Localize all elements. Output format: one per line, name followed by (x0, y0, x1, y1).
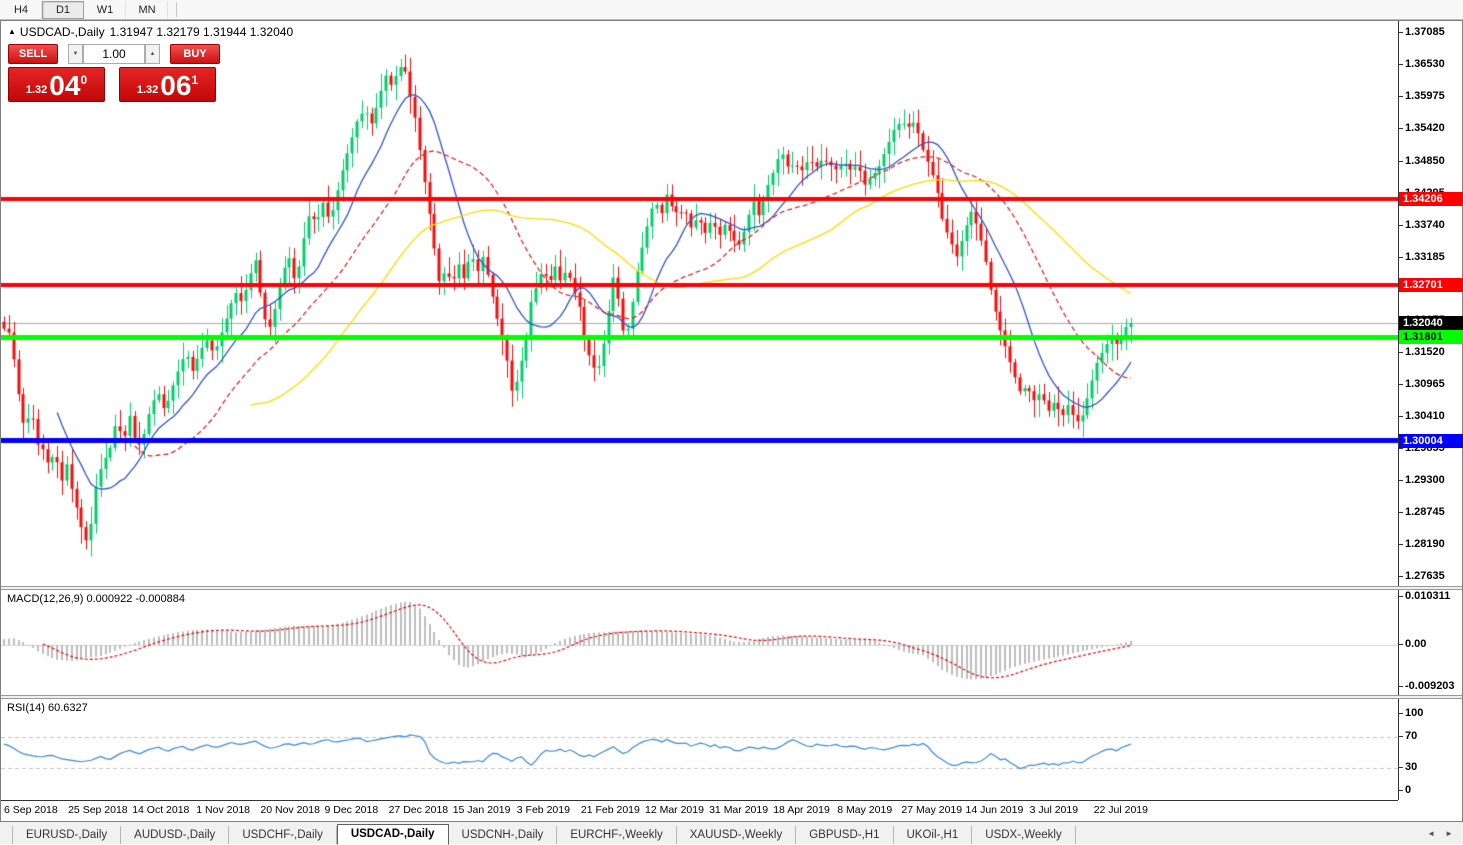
tab-usdx-weekly[interactable]: USDX-,Weekly (972, 826, 1076, 844)
chart-window: ▲ USDCAD-,Daily 1.31947 1.32179 1.31944 1.… (0, 20, 1463, 822)
price-tick-label: 1.28190 (1399, 538, 1445, 551)
tabs-scroll-right-icon[interactable]: ► (1445, 828, 1453, 838)
price-tick-label: 1.31520 (1399, 346, 1445, 359)
chart-tab-bar: EURUSD-,Daily AUDUSD-,Daily USDCHF-,Daily U… (0, 821, 1463, 845)
price-tick-label: 1.33740 (1399, 218, 1445, 231)
timeframe-button-h4[interactable]: H4 (0, 0, 42, 19)
price-tick-label: 1.36530 (1399, 57, 1445, 70)
macd-indicator-canvas[interactable] (1, 590, 1399, 695)
time-axis-label: 27 Dec 2018 (388, 804, 449, 816)
time-axis-label: 8 May 2019 (837, 804, 893, 816)
volume-decrease-button[interactable]: ▼ (68, 44, 83, 64)
price-level-tag: 1.32701 (1399, 278, 1463, 293)
price-tick-label: 1.35420 (1399, 121, 1445, 134)
tab-usdcad-daily[interactable]: USDCAD-,Daily (336, 824, 449, 845)
tabs-scroll-left-icon[interactable]: ◄ (1427, 828, 1436, 838)
time-axis: 6 Sep 2018 25 Sep 2018 14 Oct 2018 1 Nov 20… (1, 800, 1398, 820)
price-tick-label: 1.35975 (1399, 89, 1445, 102)
price-tick-label: 1.33185 (1399, 250, 1445, 263)
time-axis-label: 18 Apr 2019 (773, 804, 830, 816)
rsi-tick-label: 0 (1398, 784, 1412, 797)
time-axis-label: 25 Sep 2018 (68, 804, 128, 816)
timeframe-button-w1[interactable]: W1 (84, 0, 126, 19)
toolbar-separator (176, 2, 177, 17)
timeframe-button-mn[interactable]: MN (126, 0, 168, 19)
chart-ohlc-values: 1.31947 1.32179 1.31944 1.32040 (109, 25, 294, 39)
panel-splitter[interactable] (1, 586, 1462, 590)
price-level-tag: 1.31801 (1399, 330, 1463, 345)
price-level-tag: 1.32040 (1399, 316, 1463, 331)
rsi-label: RSI(14) 60.6327 (7, 702, 88, 714)
time-axis-label: 21 Feb 2019 (580, 804, 640, 816)
buy-price-button[interactable]: 1.32 06 1 (119, 67, 216, 102)
tab-eurchf-weekly[interactable]: EURCHF-,Weekly (557, 826, 677, 844)
price-tick-label: 1.27635 (1399, 570, 1445, 582)
buy-price-main: 06 (160, 70, 192, 101)
tab-eurusd-daily[interactable]: EURUSD-,Daily (12, 826, 122, 844)
chart-title: ▲ USDCAD-,Daily 1.31947 1.32179 1.31944 1.… (8, 25, 293, 39)
price-tick-label: 1.37085 (1399, 26, 1445, 38)
volume-increase-button[interactable]: ▲ (145, 44, 160, 64)
rsi-tick-label: 70 (1398, 730, 1418, 742)
price-level-tag: 1.30004 (1399, 433, 1463, 448)
buy-price-pip: 1 (191, 73, 199, 87)
macd-tick-label: 0.010311 (1398, 590, 1451, 603)
time-axis-label: 1 Nov 2018 (196, 804, 251, 816)
price-tick-label: 1.28745 (1399, 506, 1445, 519)
tab-ukoil-h1[interactable]: UKOil-,H1 (894, 826, 973, 844)
time-axis-label: 14 Oct 2018 (132, 804, 190, 816)
price-tick-label: 1.30410 (1399, 410, 1445, 423)
price-level-tag: 1.34206 (1399, 191, 1463, 206)
panel-splitter[interactable] (1, 695, 1462, 699)
macd-tick-label: -0.009203 (1399, 680, 1455, 693)
time-axis-label: 3 Jul 2019 (1029, 804, 1079, 816)
time-axis-label: 20 Nov 2018 (260, 804, 320, 816)
volume-input[interactable] (83, 44, 145, 64)
chart-symbol-label: USDCAD-,Daily (19, 25, 105, 39)
price-tick-label: 1.29300 (1399, 474, 1445, 487)
timeframe-toolbar: H4 D1 W1 MN (0, 0, 1463, 20)
macd-axis: 0.010311 0.00 -0.009203 (1398, 590, 1462, 695)
sell-price-prefix: 1.32 (25, 84, 48, 96)
time-axis-label: 3 Feb 2019 (516, 804, 570, 816)
price-tick-label: 1.30965 (1399, 378, 1445, 391)
time-axis-label: 14 Jun 2019 (965, 804, 1024, 816)
price-axis: 1.37085 1.36530 1.35975 1.35420 1.34850 1.342… (1398, 21, 1463, 586)
price-tick-label: 1.34850 (1399, 154, 1445, 167)
sell-button[interactable]: SELL (8, 44, 58, 64)
time-axis-label: 9 Dec 2018 (324, 804, 379, 816)
rsi-indicator-canvas[interactable] (1, 699, 1399, 800)
time-axis-label: 22 Jul 2019 (1093, 804, 1148, 816)
triangle-up-icon: ▲ (149, 51, 156, 57)
rsi-axis: 100 70 30 0 (1398, 699, 1462, 800)
rsi-tick-label: 100 (1398, 706, 1424, 719)
tab-usdchf-daily[interactable]: USDCHF-,Daily (229, 826, 337, 844)
sell-price-button[interactable]: 1.32 04 0 (8, 67, 105, 102)
sell-price-pip: 0 (80, 73, 88, 87)
tab-xauusd-weekly[interactable]: XAUUSD-,Weekly (677, 826, 797, 844)
macd-label: MACD(12,26,9) 0.000922 -0.000884 (7, 593, 185, 605)
tab-audusd-daily[interactable]: AUDUSD-,Daily (121, 826, 230, 844)
timeframe-button-d1[interactable]: D1 (42, 0, 84, 19)
triangle-down-icon: ▼ (72, 51, 79, 57)
time-axis-label: 15 Jan 2019 (452, 804, 511, 816)
sell-price-main: 04 (49, 70, 81, 101)
time-axis-label: 31 Mar 2019 (709, 804, 769, 816)
price-chart-canvas[interactable] (1, 21, 1399, 586)
collapse-chart-icon[interactable]: ▲ (8, 27, 16, 36)
tab-navigation: ◄ ► (1427, 822, 1453, 844)
buy-button[interactable]: BUY (170, 44, 220, 64)
macd-tick-label: 0.00 (1398, 638, 1427, 650)
time-axis-label: 12 Mar 2019 (645, 804, 704, 816)
time-axis-label: 27 May 2019 (901, 804, 963, 816)
rsi-tick-label: 30 (1398, 761, 1418, 773)
time-axis-label: 6 Sep 2018 (4, 804, 58, 816)
tab-usdcnh-daily[interactable]: USDCNH-,Daily (449, 826, 558, 844)
buy-price-prefix: 1.32 (136, 84, 159, 96)
tab-gbpusd-h1[interactable]: GBPUSD-,H1 (796, 826, 894, 844)
